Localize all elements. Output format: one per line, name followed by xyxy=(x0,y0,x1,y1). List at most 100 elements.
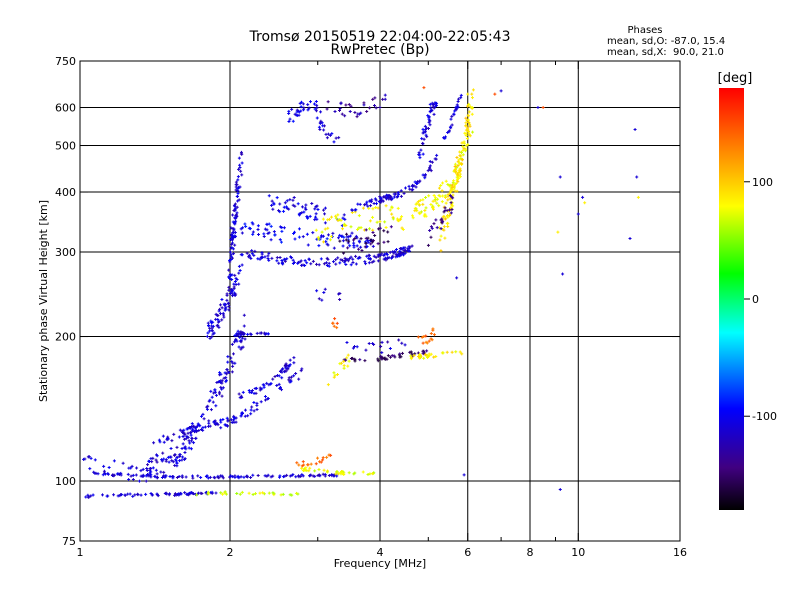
data-point xyxy=(177,435,181,439)
data-point xyxy=(428,123,432,127)
data-point xyxy=(183,433,187,437)
data-point xyxy=(131,478,135,482)
data-point xyxy=(439,218,443,222)
data-point xyxy=(343,114,347,118)
data-point xyxy=(195,493,199,497)
data-point xyxy=(453,183,457,187)
data-point xyxy=(233,243,237,247)
data-point xyxy=(234,188,238,192)
data-point xyxy=(453,109,457,113)
data-point xyxy=(412,353,416,357)
data-point xyxy=(194,436,198,440)
data-point xyxy=(339,258,343,262)
data-point xyxy=(361,470,365,474)
data-point xyxy=(175,461,179,465)
data-point xyxy=(335,474,339,478)
data-point xyxy=(227,308,231,312)
data-point xyxy=(282,257,286,261)
y-tick-label: 300 xyxy=(55,246,76,259)
data-point xyxy=(317,467,321,471)
data-point xyxy=(170,459,174,463)
data-point xyxy=(451,196,455,200)
data-point xyxy=(365,238,369,242)
data-point xyxy=(237,198,241,202)
phase-info-o-mode: mean, sd,O: -87.0, 15.4 xyxy=(607,36,725,47)
data-point xyxy=(188,431,192,435)
data-point xyxy=(310,201,314,205)
data-point xyxy=(464,124,468,128)
data-point xyxy=(186,431,190,435)
data-point xyxy=(395,217,399,221)
data-point xyxy=(306,103,310,107)
data-point xyxy=(345,257,349,261)
data-point xyxy=(94,471,98,475)
data-point xyxy=(230,289,234,293)
data-point xyxy=(455,276,459,280)
data-point xyxy=(342,251,346,255)
data-point xyxy=(157,438,161,442)
data-point xyxy=(288,117,292,121)
data-point xyxy=(313,469,317,473)
data-point xyxy=(204,475,208,479)
data-point xyxy=(383,195,387,199)
data-point xyxy=(287,378,291,382)
data-point xyxy=(225,372,229,376)
data-point xyxy=(291,198,295,202)
data-point xyxy=(416,200,420,204)
data-point xyxy=(435,201,439,205)
data-point xyxy=(321,124,325,128)
data-point xyxy=(210,324,214,328)
data-point xyxy=(227,288,231,292)
data-point xyxy=(315,217,319,221)
data-point xyxy=(92,470,96,474)
data-point xyxy=(262,234,266,238)
data-point xyxy=(355,244,359,248)
data-point xyxy=(234,235,238,239)
data-point xyxy=(306,216,310,220)
data-point xyxy=(234,215,238,219)
data-point xyxy=(407,184,411,188)
data-point xyxy=(338,218,342,222)
data-point xyxy=(141,467,145,471)
data-point xyxy=(398,352,402,356)
data-point xyxy=(395,195,399,199)
data-point xyxy=(288,363,292,367)
data-point xyxy=(341,244,345,248)
data-point xyxy=(219,426,223,430)
data-point xyxy=(462,140,466,144)
data-point xyxy=(154,468,158,472)
data-point xyxy=(235,183,239,187)
data-point xyxy=(289,375,293,379)
data-point xyxy=(129,474,133,478)
data-point xyxy=(238,165,242,169)
data-point xyxy=(252,409,256,413)
data-point xyxy=(417,354,421,358)
data-point xyxy=(319,257,323,261)
data-point xyxy=(390,205,394,209)
data-point xyxy=(182,431,186,435)
data-point xyxy=(441,181,445,185)
data-point xyxy=(236,187,240,191)
data-point xyxy=(160,476,164,480)
data-point xyxy=(456,163,460,167)
data-point xyxy=(396,206,400,210)
data-point xyxy=(467,110,471,114)
data-point xyxy=(206,331,210,335)
data-point xyxy=(260,251,264,255)
data-point xyxy=(263,474,267,478)
data-point xyxy=(259,400,263,404)
data-point xyxy=(399,355,403,359)
data-point xyxy=(386,340,390,344)
data-point xyxy=(123,493,127,497)
data-point xyxy=(91,493,95,497)
data-point xyxy=(382,240,386,244)
data-point xyxy=(180,458,184,462)
data-point xyxy=(236,329,240,333)
data-point xyxy=(185,427,189,431)
data-point xyxy=(430,338,434,342)
data-point xyxy=(414,185,418,189)
data-point xyxy=(401,228,405,232)
data-point xyxy=(232,415,236,419)
data-point xyxy=(184,447,188,451)
data-point xyxy=(409,350,413,354)
